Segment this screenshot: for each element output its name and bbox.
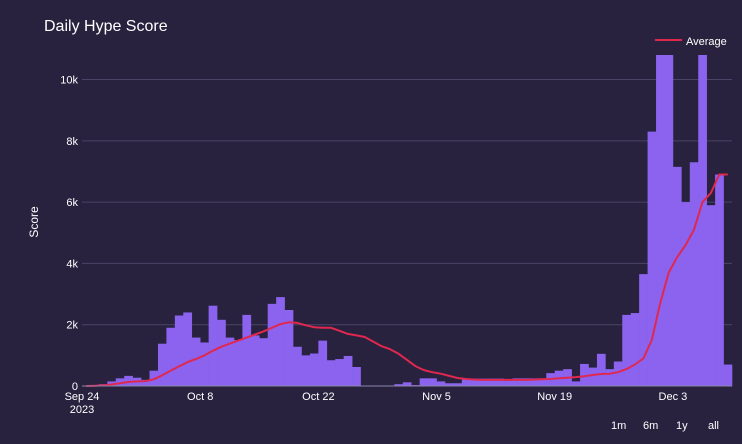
bar: [419, 378, 429, 386]
bar: [487, 378, 496, 386]
bar: [326, 360, 336, 386]
bar: [259, 338, 269, 386]
bar: [293, 346, 302, 386]
bar: [672, 166, 682, 386]
bar: [402, 382, 412, 386]
bar: [613, 361, 623, 386]
bar: [436, 381, 446, 386]
bar: [715, 174, 724, 386]
legend[interactable]: Average: [655, 36, 727, 48]
bar: [208, 305, 218, 386]
bar: [166, 327, 176, 386]
bar: [428, 378, 437, 386]
x-tick-label: Dec 3: [659, 391, 688, 403]
bar: [284, 309, 294, 386]
y-tick-label: 10k: [60, 75, 78, 87]
bar: [200, 342, 209, 386]
bar: [217, 319, 226, 386]
bar: [183, 312, 193, 386]
bar: [343, 355, 353, 386]
range-button-1m[interactable]: 1m: [611, 420, 627, 432]
bar: [512, 378, 522, 386]
range-button-6m[interactable]: 6m: [643, 420, 659, 432]
bar: [656, 55, 665, 386]
bar: [706, 205, 716, 386]
bar: [537, 378, 547, 386]
bar: [124, 375, 133, 386]
bar-series: [90, 55, 733, 386]
bar: [605, 369, 615, 386]
bar: [225, 337, 235, 386]
chart-title: Daily Hype Score: [44, 18, 168, 35]
y-tick-label: 4k: [66, 258, 78, 270]
bar: [571, 381, 581, 386]
bar: [630, 313, 640, 386]
bar: [318, 340, 328, 386]
bar: [242, 314, 252, 386]
x-tick-label: Oct 22: [302, 391, 334, 403]
bar: [267, 303, 277, 386]
bar: [394, 384, 404, 386]
bar: [520, 378, 530, 386]
bar: [444, 383, 454, 386]
x-tick-label: Sep 24: [65, 391, 100, 403]
y-tick-label: 8k: [66, 136, 78, 148]
bar: [596, 353, 606, 386]
grid-lines: [82, 79, 732, 326]
bar: [478, 378, 488, 386]
bar: [504, 380, 513, 386]
bar: [647, 131, 657, 386]
bar: [639, 274, 648, 386]
bar: [191, 337, 201, 386]
bar: [309, 353, 319, 386]
bar: [352, 366, 361, 386]
bar: [588, 367, 598, 386]
bar: [453, 383, 463, 386]
y-axis-title: Score: [27, 206, 41, 238]
average-line: [86, 173, 728, 387]
bar: [580, 363, 589, 386]
bar: [174, 315, 184, 386]
x-tick-label: Nov 19: [537, 391, 572, 403]
y-tick-label: 6k: [66, 197, 78, 209]
y-tick-label: 2k: [66, 320, 78, 332]
range-button-all[interactable]: all: [708, 420, 720, 432]
bar: [723, 364, 733, 386]
bar: [689, 162, 699, 386]
average-line-series: [86, 173, 728, 387]
bar: [276, 297, 285, 386]
y-tick-label: 0: [72, 381, 78, 393]
bar: [622, 314, 632, 386]
bar: [335, 359, 344, 386]
bar: [301, 355, 311, 386]
bar: [495, 378, 505, 386]
x-tick-sublabel: 2023: [70, 404, 94, 416]
bar: [115, 378, 125, 386]
x-tick-label: Oct 8: [187, 391, 213, 403]
bar: [698, 55, 707, 386]
bar: [141, 379, 150, 386]
bar: [157, 343, 167, 386]
bar: [664, 55, 674, 386]
bar: [250, 335, 260, 386]
x-tick-label: Nov 5: [422, 391, 451, 403]
bar: [233, 340, 243, 386]
legend-label-average: Average: [686, 36, 727, 48]
bar: [470, 378, 480, 386]
range-button-1y[interactable]: 1y: [676, 420, 688, 432]
bar: [529, 378, 539, 386]
bar: [461, 378, 471, 386]
bar: [681, 202, 691, 386]
